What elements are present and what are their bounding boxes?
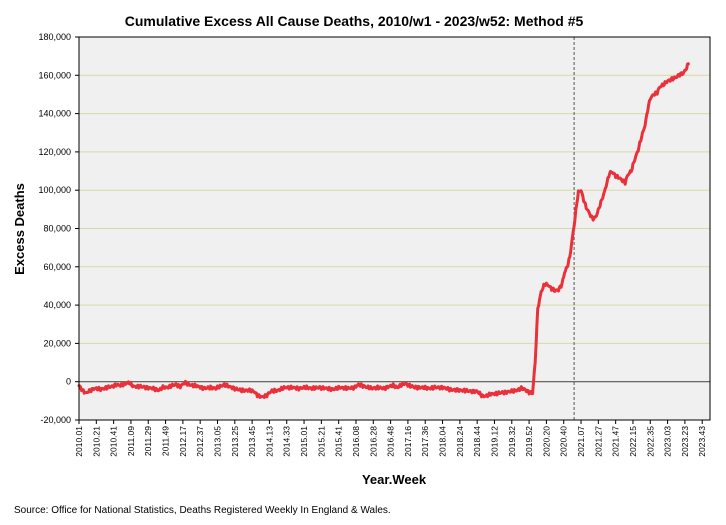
x-tick-label: 2014.13 (264, 426, 274, 457)
x-tick-label: 2022.15 (628, 426, 638, 457)
y-axis-label: Excess Deaths (12, 183, 27, 275)
x-tick-label: 2014.33 (282, 426, 292, 457)
x-tick-label: 2010.01 (74, 426, 84, 457)
y-tick-label: 80,000 (43, 224, 71, 234)
x-tick-label: 2016.48 (386, 426, 396, 457)
x-tick-label: 2015.21 (316, 426, 326, 457)
y-tick-label: 140,000 (38, 109, 71, 119)
x-tick-label: 2018.44 (472, 426, 482, 457)
x-tick-label: 2020.20 (541, 426, 551, 457)
x-axis-label: Year.Week (362, 472, 427, 487)
x-tick-label: 2023.23 (680, 426, 690, 457)
y-tick-label: 180,000 (38, 32, 71, 42)
x-tick-label: 2013.45 (247, 426, 257, 457)
plot-border (78, 36, 711, 421)
x-tick-label: 2015.01 (299, 426, 309, 457)
x-tick-label: 2023.03 (663, 426, 673, 457)
x-tick-label: 2019.12 (489, 426, 499, 457)
x-tick-label: 2022.35 (645, 426, 655, 457)
y-tick-label: 160,000 (38, 70, 71, 80)
x-tick-label: 2018.24 (455, 426, 465, 457)
x-tick-label: 2016.28 (368, 426, 378, 457)
x-tick-label: 2011.09 (126, 426, 136, 456)
x-tick-label: 2013.25 (230, 426, 240, 457)
x-tick-label: 2017.36 (420, 426, 430, 457)
x-tick-label: 2023.43 (697, 426, 707, 457)
x-tick-label: 2019.32 (507, 426, 517, 457)
y-tick-label: 100,000 (38, 185, 71, 195)
x-tick-label: 2011.49 (161, 426, 171, 456)
x-tick-label: 2021.27 (593, 426, 603, 457)
x-tick-label: 2010.41 (109, 426, 119, 457)
x-tick-label: 2019.52 (524, 426, 534, 457)
x-tick-label: 2021.07 (576, 426, 586, 457)
y-tick-label: 120,000 (38, 147, 71, 157)
x-tick-label: 2021.47 (611, 426, 621, 457)
y-tick-label: 0 (66, 377, 71, 387)
x-tick-label: 2015.41 (334, 426, 344, 457)
y-tick-label: 20,000 (43, 338, 71, 348)
source-note: Source: Office for National Statistics, … (14, 505, 391, 516)
y-tick-label: 60,000 (43, 262, 71, 272)
series-line-cumulative-excess-deaths (77, 62, 690, 400)
x-tick-label: 2012.37 (195, 426, 205, 457)
y-tick-label: -20,000 (40, 415, 71, 425)
x-tick-label: 2018.04 (438, 426, 448, 457)
chart-title: Cumulative Excess All Cause Deaths, 2010… (125, 13, 584, 29)
y-tick-label: 40,000 (43, 300, 71, 310)
x-tick-label: 2016.08 (351, 426, 361, 457)
x-tick-label: 2012.17 (178, 426, 188, 457)
x-tick-label: 2017.16 (403, 426, 413, 457)
x-tick-label: 2013.05 (212, 426, 222, 457)
y-axis-ticks: -20,000 0 20,000 40,000 60,000 80,000 100,000 1… (38, 32, 79, 425)
x-tick-label: 2010.21 (91, 426, 101, 457)
x-axis-ticks: 2010.01 2010.21 2010.41 2011.09 2011.29 2011.… (74, 420, 707, 457)
x-tick-label: 2020.40 (559, 426, 569, 457)
x-tick-label: 2011.29 (143, 426, 153, 456)
